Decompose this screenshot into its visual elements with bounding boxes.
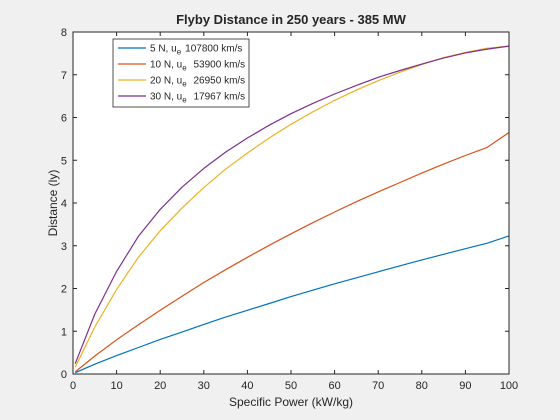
series-line-3	[74, 45, 510, 364]
y-tick-label: 3	[61, 241, 67, 253]
legend: 5 N, ue 107800 km/s10 N, ue 53900 km/s20 …	[112, 38, 250, 108]
x-tick-label: 70	[372, 380, 384, 392]
legend-subscript: e	[177, 48, 182, 57]
y-tick-label: 2	[61, 284, 67, 296]
x-tick-label: 0	[70, 380, 76, 392]
x-tick-label: 50	[285, 380, 297, 392]
series-line-1	[74, 132, 510, 373]
x-tick-label: 10	[110, 380, 122, 392]
x-tick-label: 90	[459, 380, 471, 392]
legend-speed: 53900 km/s	[191, 60, 245, 71]
y-tick-label: 5	[61, 155, 67, 167]
x-tick-label: 20	[154, 380, 166, 392]
tick-layer: 0 10 20 30 40 50 60 70 80 90 100 0 1 2 3 4 5 6 7 8	[61, 27, 518, 392]
legend-entry-0: 5 N, ue 107800 km/s	[150, 44, 242, 57]
legend-speed: 107800 km/s	[185, 44, 242, 55]
legend-subscript: e	[182, 96, 187, 105]
legend-subscript: e	[182, 64, 187, 73]
series-line-0	[74, 235, 510, 374]
legend-speed: 17967 km/s	[191, 92, 245, 103]
y-tick-label: 1	[61, 326, 67, 338]
legend-entry-2: 20 N, ue 26950 km/s	[150, 76, 245, 89]
x-tick-label: 100	[500, 380, 518, 392]
legend-subscript: e	[182, 80, 187, 89]
x-axis-label: Specific Power (kW/kg)	[229, 395, 353, 409]
legend-label: 5 N, u	[150, 44, 177, 55]
legend-label: 10 N, u	[150, 60, 182, 71]
legend-speed: 26950 km/s	[191, 76, 245, 87]
legend-entry-1: 10 N, ue 53900 km/s	[150, 60, 245, 73]
y-tick-label: 7	[61, 70, 67, 82]
y-tick-label: 4	[61, 198, 67, 210]
y-axis-label: Distance (ly)	[46, 170, 60, 237]
y-tick-label: 6	[61, 113, 67, 125]
legend-entry-3: 30 N, ue 17967 km/s	[150, 92, 245, 105]
x-tick-label: 40	[241, 380, 253, 392]
y-tick-label: 8	[61, 27, 67, 39]
legend-label: 20 N, u	[150, 76, 182, 87]
series-layer	[74, 45, 510, 374]
x-tick-label: 30	[198, 380, 210, 392]
x-tick-label: 60	[328, 380, 340, 392]
chart-title: Flyby Distance in 250 years - 385 MW	[176, 12, 406, 27]
x-tick-label: 80	[416, 380, 428, 392]
y-tick-label: 0	[61, 369, 67, 381]
legend-label: 30 N, u	[150, 92, 182, 103]
